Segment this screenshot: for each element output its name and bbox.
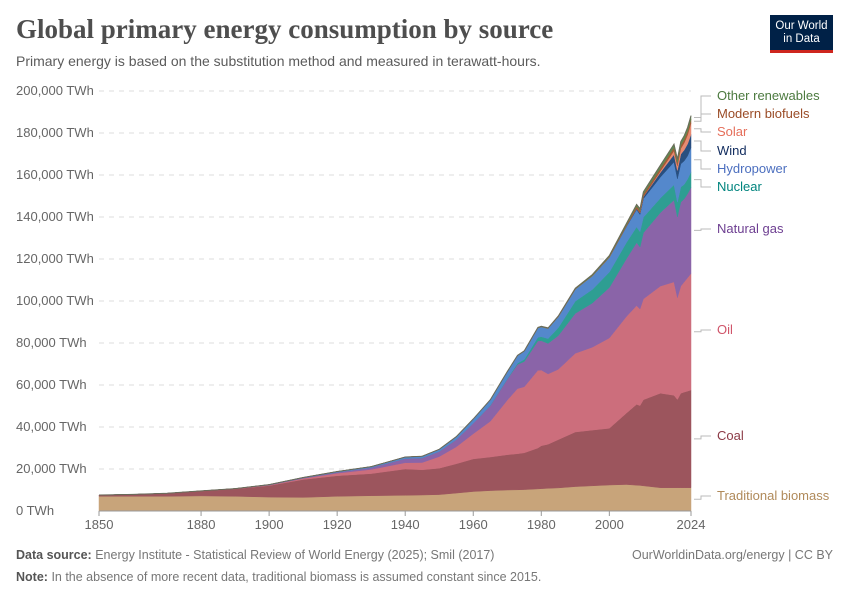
chart-subtitle: Primary energy is based on the substitut… [16,53,541,69]
x-tick-label: 2024 [677,517,706,532]
y-tick-label: 40,000 TWh [16,419,87,434]
y-tick-label: 180,000 TWh [16,125,94,140]
note-label: Note: [16,570,48,584]
y-tick-label: 60,000 TWh [16,377,87,392]
total-outline [98,115,692,496]
owid-logo[interactable]: Our World in Data [770,15,833,53]
x-tick-label: 1880 [187,517,216,532]
y-tick-label: 160,000 TWh [16,167,94,182]
y-tick-label: 20,000 TWh [16,461,87,476]
legend-label-oil: Oil [717,322,733,337]
y-tick-label: 80,000 TWh [16,335,87,350]
legend-label-other-renewables: Other renewables [717,88,820,103]
label-connector [694,495,711,500]
x-tick-label: 1960 [459,517,488,532]
stacked-area-chart: 0 TWh 20,000 TWh 40,000 TWh 60,000 TWh 80,00… [16,83,830,532]
x-tick-label: 1920 [323,517,352,532]
label-connector [694,128,711,133]
legend-label-traditional-biomass: Traditional biomass [717,488,830,503]
chart-title: Global primary energy consumption by sou… [16,14,554,44]
label-connector [694,435,711,440]
legend-label-nuclear: Nuclear [717,179,762,194]
legend-label-wind: Wind [717,143,747,158]
x-tick-label: 1940 [391,517,420,532]
label-connector [694,179,711,188]
label-connector [694,95,711,118]
y-tick-label: 200,000 TWh [16,83,94,98]
label-connector [694,228,711,231]
source-label: Data source: [16,548,92,562]
y-tick-label: 100,000 TWh [16,293,94,308]
y-tick-label: 0 TWh [16,503,54,518]
legend-label-solar: Solar [717,124,748,139]
source-text: Energy Institute - Statistical Review of… [95,548,495,562]
x-tick-label: 1900 [255,517,284,532]
label-connector [694,159,711,170]
x-tick-label: 1850 [85,517,114,532]
legend-label-modern-biofuels: Modern biofuels [717,106,810,121]
legend-label-coal: Coal [717,428,744,443]
note-text: In the absence of more recent data, trad… [51,570,542,584]
owid-link[interactable]: OurWorldinData.org/energy | CC BY [631,548,833,562]
legend-label-hydropower: Hydropower [717,161,788,176]
label-connector [694,140,711,152]
label-connector [694,329,711,333]
data-source: Data source: Energy Institute - Statisti… [16,548,494,562]
y-tick-label: 140,000 TWh [16,209,94,224]
x-tick-label: 1980 [527,517,556,532]
x-tick-label: 2000 [595,517,624,532]
y-tick-label: 120,000 TWh [16,251,94,266]
legend-label-natural-gas: Natural gas [717,221,784,236]
chart-note: Note: In the absence of more recent data… [16,570,541,584]
